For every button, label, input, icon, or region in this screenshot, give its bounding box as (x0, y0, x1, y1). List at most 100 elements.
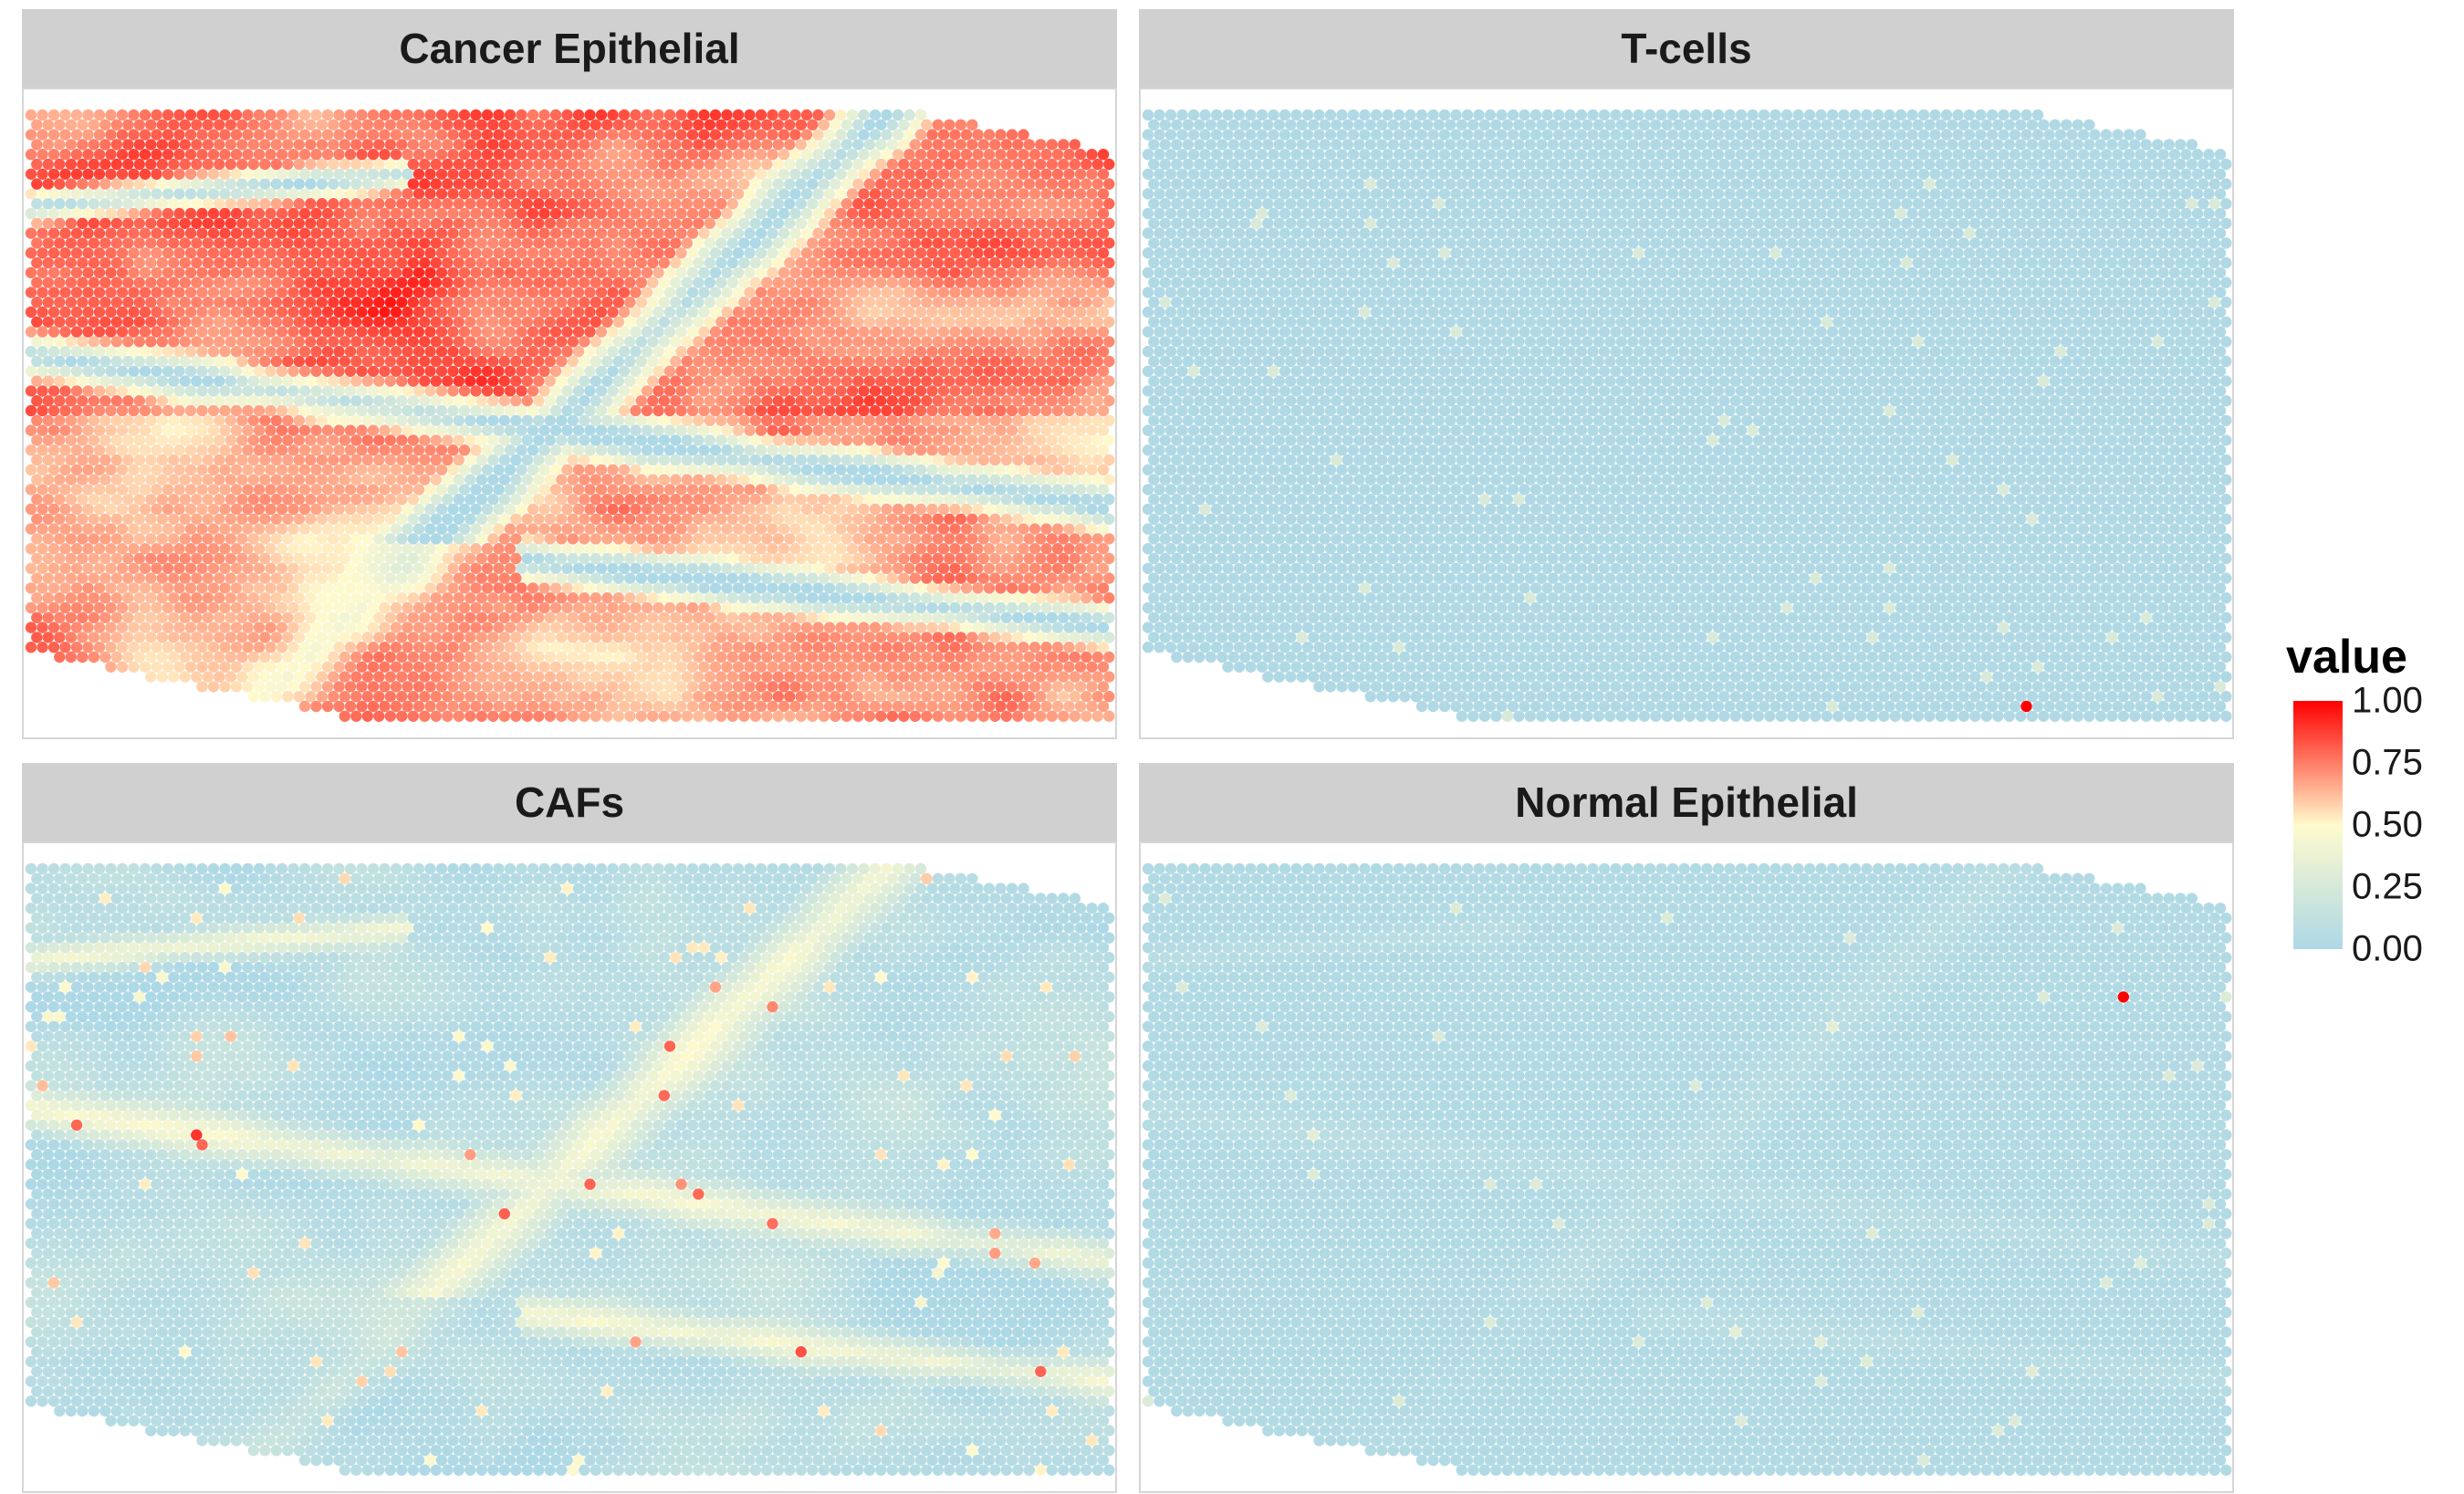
spot (470, 346, 482, 358)
spot (458, 424, 471, 436)
spot (259, 336, 271, 348)
spot (168, 355, 180, 368)
spot (356, 523, 368, 535)
spot (898, 355, 910, 368)
spot (852, 414, 864, 426)
spot (230, 149, 243, 161)
spot (356, 109, 368, 121)
spot (373, 434, 385, 446)
spot (960, 346, 973, 358)
spot (767, 207, 778, 220)
spot (812, 601, 824, 614)
spot (1074, 484, 1087, 496)
spot (903, 503, 915, 516)
spot (396, 316, 408, 328)
spot (367, 424, 380, 436)
spot (328, 533, 339, 545)
spot (88, 474, 100, 486)
spot (481, 484, 494, 496)
spot (538, 444, 550, 456)
spot (521, 198, 533, 210)
spot (191, 119, 203, 131)
spot (110, 592, 122, 604)
spot (732, 168, 745, 180)
spot (932, 592, 944, 604)
spot (858, 582, 870, 594)
spot (475, 513, 487, 525)
spot (800, 424, 813, 436)
spot (361, 414, 373, 426)
spot (173, 543, 185, 555)
spot (242, 227, 254, 239)
spot (224, 139, 236, 151)
spot (390, 444, 402, 456)
spot (784, 454, 796, 466)
spot (373, 198, 385, 210)
spot (630, 464, 642, 475)
spot (356, 247, 368, 259)
spot (37, 484, 48, 496)
spot (1069, 316, 1081, 328)
spot (1028, 188, 1041, 200)
spot (744, 287, 756, 298)
spot (1000, 414, 1013, 426)
spot (390, 365, 402, 377)
spot (458, 326, 471, 338)
spot (162, 188, 174, 200)
spot (419, 513, 431, 525)
spot (384, 277, 396, 288)
spot (932, 119, 944, 131)
spot (823, 207, 836, 220)
spot (612, 572, 624, 584)
spot (156, 474, 168, 486)
spot (863, 375, 875, 387)
spot (88, 158, 100, 171)
spot (350, 494, 362, 506)
spot (65, 139, 77, 151)
spot (949, 385, 961, 397)
spot (1069, 395, 1081, 407)
spot (789, 601, 801, 614)
spot (47, 168, 60, 180)
spot (424, 444, 436, 456)
spot (139, 385, 151, 397)
spot (533, 158, 545, 171)
spot (830, 474, 841, 486)
spot (162, 601, 174, 614)
spot (572, 346, 585, 358)
spot (110, 434, 122, 446)
spot (647, 533, 659, 545)
spot (1046, 158, 1059, 171)
spot (184, 404, 197, 417)
spot (1023, 297, 1036, 308)
spot (487, 158, 499, 171)
spot (191, 414, 203, 426)
spot (693, 513, 705, 525)
spot (1086, 385, 1098, 397)
spot (93, 168, 106, 180)
spot (653, 346, 664, 358)
spot (807, 277, 819, 288)
spot (253, 601, 266, 614)
spot (533, 611, 545, 623)
spot (647, 494, 659, 506)
spot (738, 198, 750, 210)
spot (778, 484, 790, 496)
spot (390, 306, 402, 319)
spot (128, 188, 140, 200)
spot (693, 139, 705, 151)
spot (858, 543, 870, 555)
spot (361, 277, 373, 288)
spot (556, 434, 568, 446)
spot (458, 149, 471, 161)
spot (367, 129, 380, 141)
spot (863, 513, 875, 525)
spot (402, 562, 413, 574)
spot (116, 444, 129, 456)
spot (128, 503, 140, 516)
spot (139, 543, 151, 555)
spot (647, 454, 659, 466)
spot (641, 247, 653, 259)
spot (830, 434, 841, 446)
spot (795, 119, 807, 131)
